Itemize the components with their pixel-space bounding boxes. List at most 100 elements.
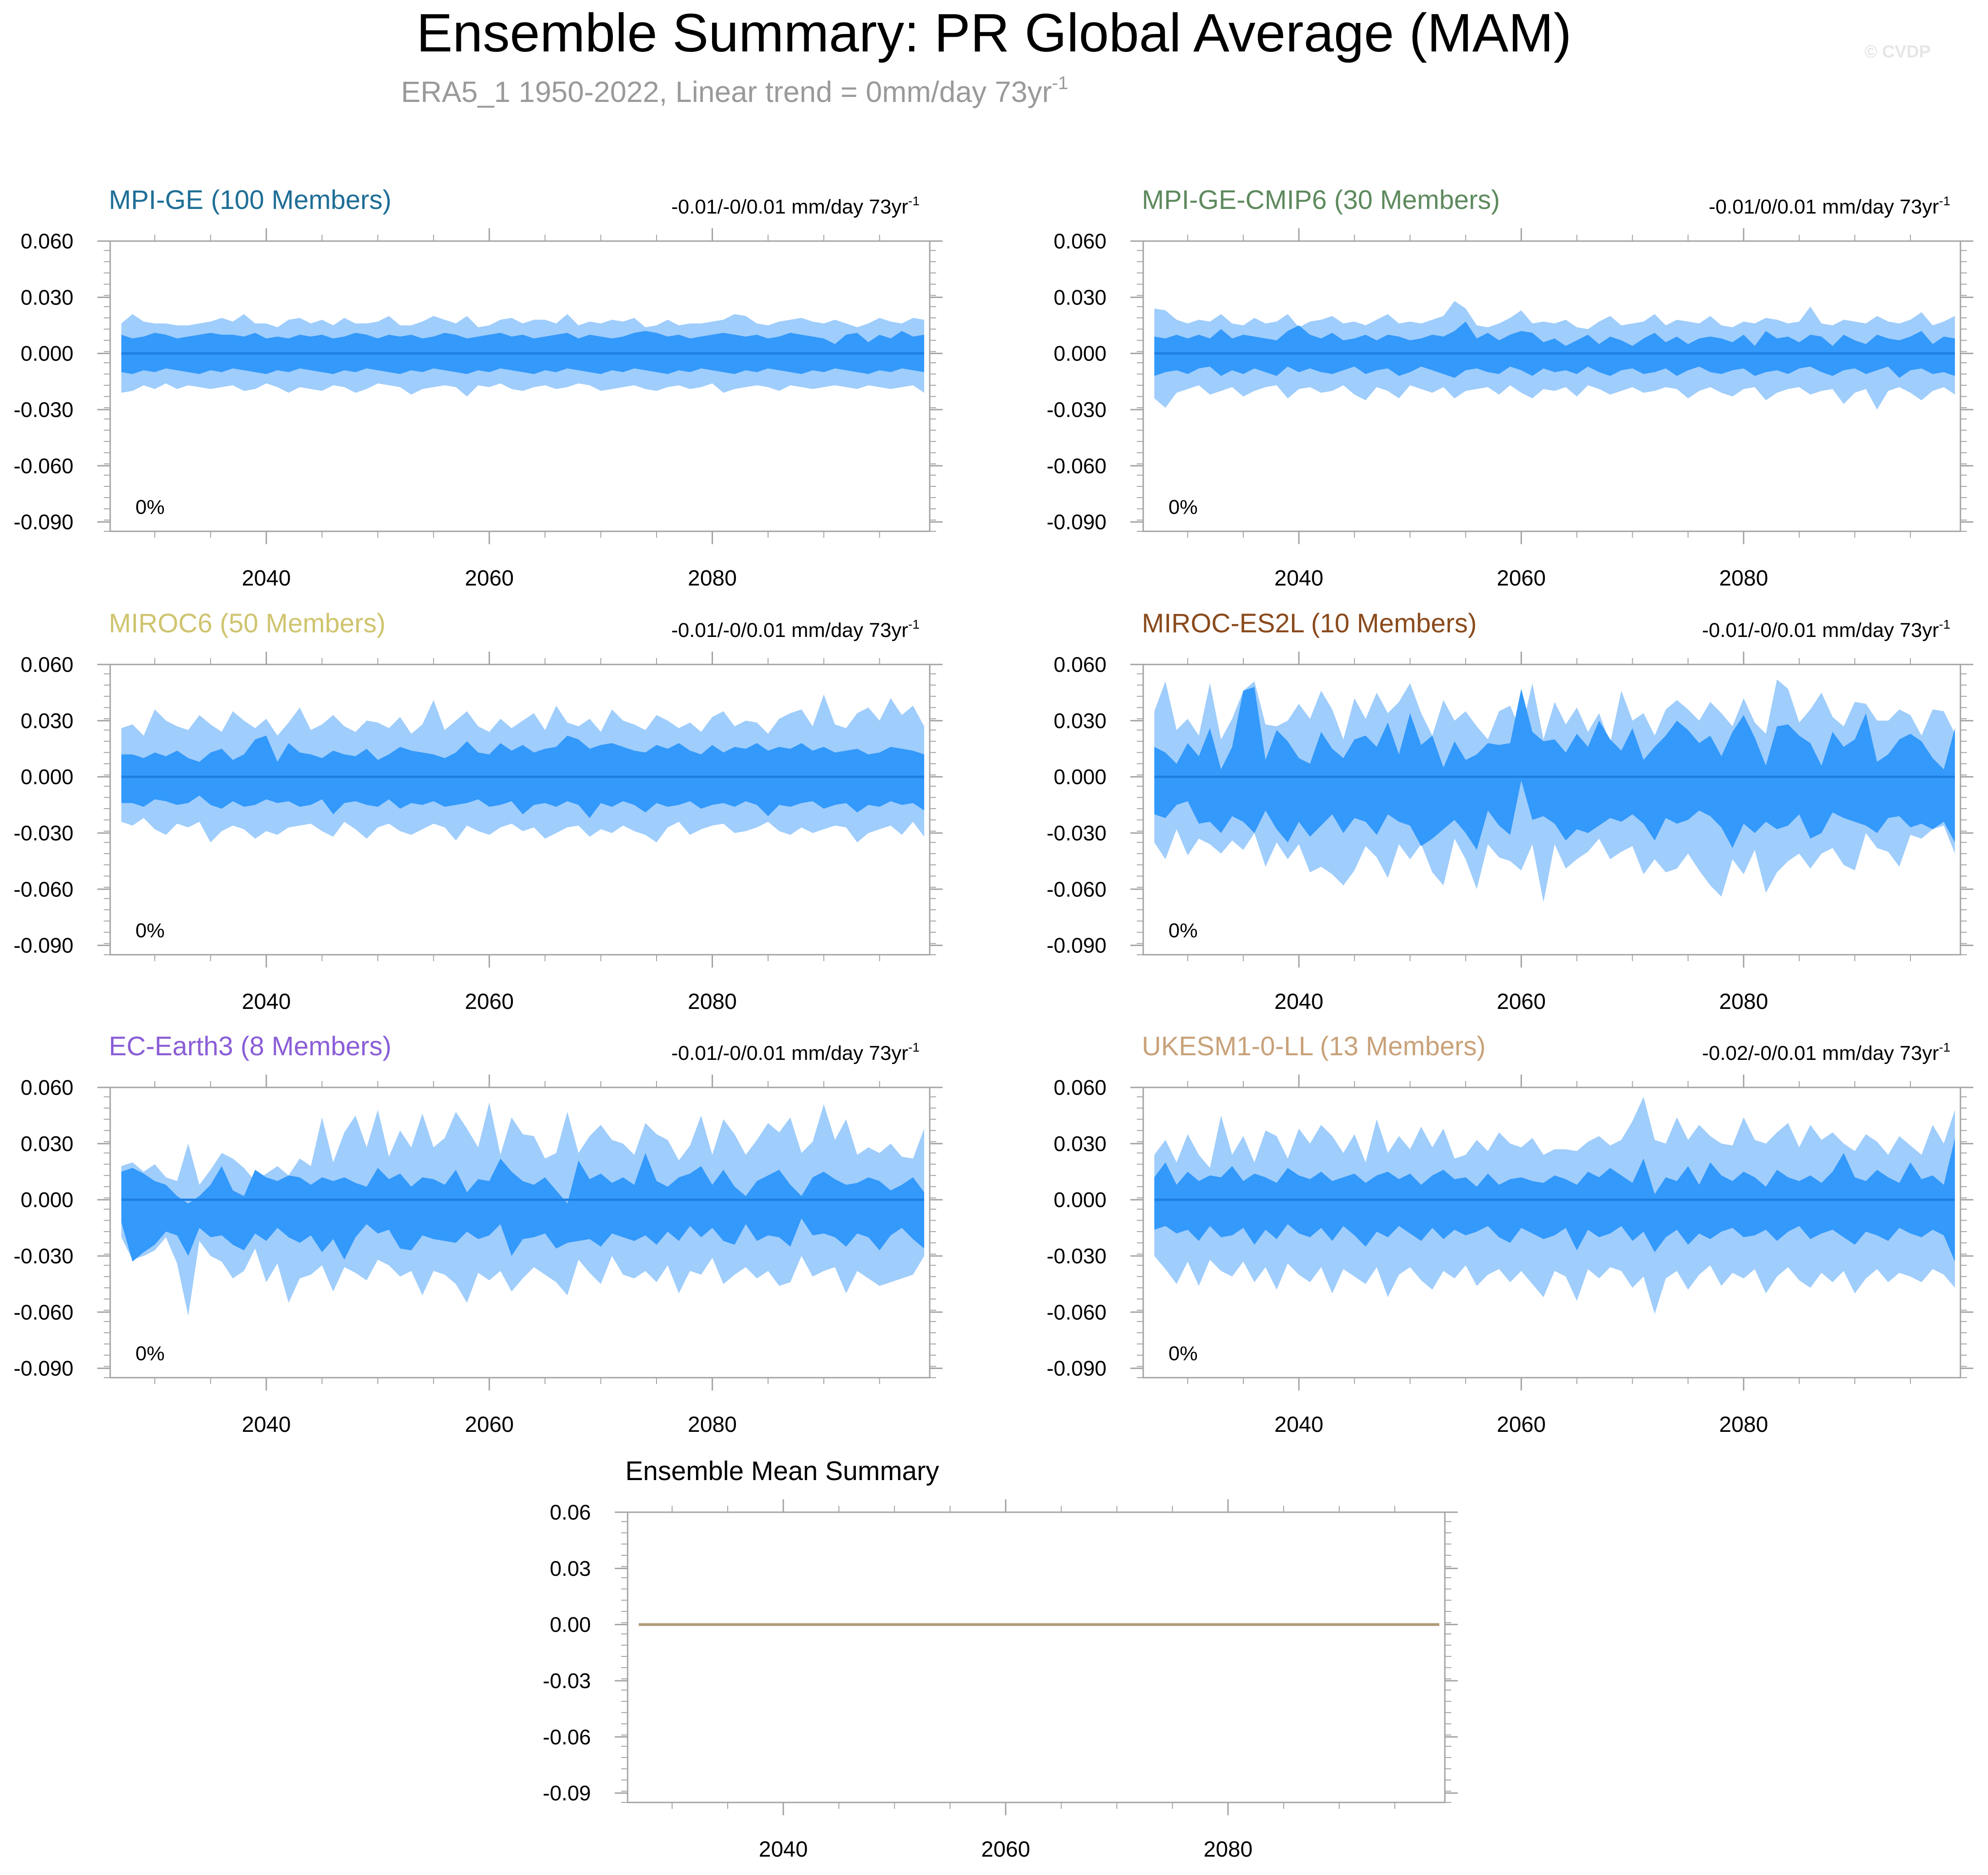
x-tick-label: 2080	[1719, 566, 1768, 591]
figure-subtitle: ERA5_1 1950-2022, Linear trend = 0mm/day…	[401, 73, 1068, 108]
y-tick-label: -0.090	[14, 1357, 73, 1380]
y-tick-label: 0.030	[21, 285, 73, 309]
plot-frame	[109, 240, 931, 532]
y-tick-label: -0.030	[14, 821, 73, 845]
percent-label: 0%	[135, 496, 165, 518]
figure-title: Ensemble Summary: PR Global Average (MAM…	[416, 3, 1572, 63]
inner-spread-band	[1154, 321, 1955, 378]
percent-label: 0%	[1168, 919, 1198, 942]
trend-text: -0.01/-0/0.01 mm/day 73yr	[1702, 619, 1939, 642]
y-tick-label: -0.060	[14, 454, 73, 478]
y-tick-label: -0.060	[1047, 1300, 1106, 1324]
x-tick-label: 2060	[1497, 1413, 1546, 1437]
y-tick-label: 0.000	[1054, 1188, 1106, 1212]
trend-text: -0.01/0/0.01 mm/day 73yr	[1709, 196, 1939, 218]
y-tick-label: 0.000	[21, 1188, 73, 1212]
y-tick-label: -0.090	[1047, 1357, 1106, 1380]
y-tick-label: 0.060	[21, 653, 73, 676]
panel-trend-label: -0.01/-0/0.01 mm/day 73yr-1	[671, 617, 920, 642]
y-tick-label: -0.060	[14, 877, 73, 901]
panel-trend-label: -0.01/-0/0.01 mm/day 73yr-1	[671, 1040, 920, 1064]
plot-frame	[1142, 240, 1961, 532]
y-tick-label: -0.030	[1047, 1244, 1106, 1268]
y-tick-label: -0.060	[1047, 877, 1106, 901]
subtitle-exponent: -1	[1052, 73, 1068, 93]
y-tick-label: -0.090	[1047, 934, 1106, 957]
x-tick-label: 2040	[242, 990, 291, 1014]
x-tick-label: 2060	[465, 566, 514, 591]
y-tick-label: 0.06	[550, 1500, 591, 1524]
y-tick-label: 0.060	[21, 1075, 73, 1099]
x-tick-label: 2060	[465, 1413, 514, 1437]
y-tick-label: -0.030	[1047, 398, 1106, 422]
x-tick-label: 2040	[759, 1837, 808, 1862]
panel-trend-label: -0.01/-0/0.01 mm/day 73yr-1	[671, 194, 920, 218]
y-tick-label: 0.030	[1054, 1132, 1106, 1155]
trend-exponent: -1	[1939, 194, 1950, 208]
chart-panel-3: MIROC6 (50 Members) -0.01/-0/0.01 mm/day …	[14, 608, 943, 1014]
y-tick-label: -0.090	[14, 934, 73, 957]
panel-trend-label: -0.02/-0/0.01 mm/day 73yr-1	[1702, 1040, 1950, 1064]
plot-area	[1154, 1097, 1955, 1314]
plot-area	[1154, 679, 1955, 902]
y-tick-label: -0.030	[1047, 821, 1106, 845]
panel-title: MPI-GE-CMIP6 (30 Members)	[1142, 185, 1500, 215]
plot-frame	[109, 1087, 931, 1379]
chart-panel-2: MPI-GE-CMIP6 (30 Members) -0.01/0/0.01 mm…	[1047, 185, 1973, 591]
percent-label: 0%	[135, 919, 165, 942]
plot-area	[121, 694, 924, 843]
chart-panel-1: MPI-GE (100 Members) -0.01/-0/0.01 mm/day…	[14, 185, 943, 591]
chart-panel-5: EC-Earth3 (8 Members) -0.01/-0/0.01 mm/da…	[14, 1031, 943, 1437]
x-tick-label: 2040	[242, 566, 291, 591]
percent-label: 0%	[1168, 1342, 1198, 1365]
y-tick-label: 0.060	[21, 229, 73, 253]
y-tick-label: 0.030	[21, 1132, 73, 1155]
x-tick-label: 2080	[1203, 1837, 1252, 1862]
trend-exponent: -1	[908, 617, 920, 631]
x-tick-label: 2060	[1497, 566, 1546, 591]
y-tick-label: 0.000	[21, 765, 73, 789]
panel-title: UKESM1-0-LL (13 Members)	[1142, 1031, 1486, 1061]
plot-frame	[1142, 1087, 1961, 1379]
y-tick-label: 0.030	[21, 709, 73, 732]
x-tick-label: 2040	[242, 1413, 291, 1437]
y-tick-label: 0.000	[21, 342, 73, 366]
y-tick-label: -0.060	[1047, 454, 1106, 478]
y-tick-label: -0.030	[14, 1244, 73, 1268]
y-tick-label: 0.000	[1054, 342, 1106, 366]
panel-title: MIROC6 (50 Members)	[109, 608, 386, 638]
x-tick-label: 2040	[1275, 1413, 1324, 1437]
trend-text: -0.02/-0/0.01 mm/day 73yr	[1702, 1042, 1939, 1064]
trend-exponent: -1	[1939, 617, 1950, 631]
x-tick-label: 2060	[465, 990, 514, 1014]
percent-label: 0%	[135, 1342, 165, 1365]
plot-area	[121, 1102, 924, 1316]
plot-frame	[627, 1511, 1446, 1803]
inner-spread-band	[121, 1153, 924, 1262]
x-tick-label: 2080	[1719, 990, 1768, 1014]
x-tick-label: 2080	[688, 990, 737, 1014]
percent-label: 0%	[1168, 496, 1198, 518]
plot-area	[1154, 301, 1955, 410]
panel-title: MIROC-ES2L (10 Members)	[1142, 608, 1477, 638]
plot-frame	[109, 664, 931, 956]
x-tick-label: 2040	[1275, 990, 1324, 1014]
subtitle-text: ERA5_1 1950-2022, Linear trend = 0mm/day…	[401, 75, 1052, 108]
cvdp-credit: © CVDP	[1864, 42, 1931, 62]
x-tick-label: 2040	[1275, 566, 1324, 591]
y-tick-label: -0.06	[543, 1725, 591, 1749]
y-tick-label: -0.09	[543, 1781, 591, 1805]
x-tick-label: 2080	[1719, 1413, 1768, 1437]
x-tick-label: 2080	[688, 566, 737, 591]
y-tick-label: 0.060	[1054, 229, 1106, 253]
trend-exponent: -1	[908, 1040, 920, 1054]
inner-spread-band	[1154, 687, 1955, 850]
trend-text: -0.01/-0/0.01 mm/day 73yr	[671, 196, 908, 218]
chart-panel-4: MIROC-ES2L (10 Members) -0.01/-0/0.01 mm/…	[1047, 608, 1973, 1014]
y-tick-label: 0.000	[1054, 765, 1106, 789]
y-tick-label: 0.060	[1054, 653, 1106, 676]
y-tick-label: -0.060	[14, 1300, 73, 1324]
y-tick-label: -0.090	[1047, 510, 1106, 534]
y-tick-label: 0.00	[550, 1613, 591, 1637]
